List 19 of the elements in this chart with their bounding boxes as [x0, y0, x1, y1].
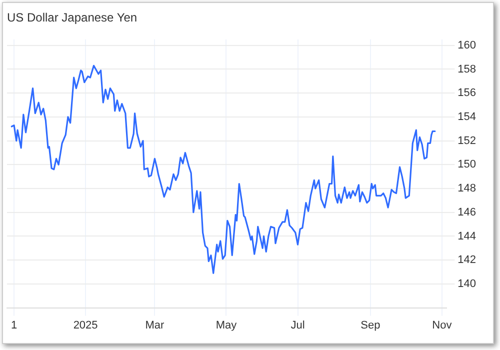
y-tick-label: 142 [458, 254, 476, 266]
y-tick-label: 154 [458, 110, 476, 123]
y-tick-label: 140 [458, 278, 476, 290]
x-tick-label: 1 [10, 319, 18, 332]
x-tick-label: Mar [145, 319, 165, 332]
y-tick-label: 150 [458, 158, 476, 171]
y-tick-label: 146 [458, 206, 476, 218]
x-tick-label: Sep [360, 319, 380, 332]
x-tick-label: 2025 [73, 319, 98, 332]
x-tick-label: Nov [432, 319, 452, 332]
y-tick-label: 156 [458, 87, 476, 100]
x-tick-label: May [216, 319, 238, 332]
y-tick-label: 152 [458, 134, 476, 147]
x-tick-label: Jul [290, 319, 305, 332]
y-tick-label: 144 [458, 230, 476, 242]
y-tick-label: 158 [458, 63, 476, 76]
y-tick-label: 160 [458, 39, 476, 52]
y-tick-label: 148 [458, 182, 476, 195]
chart-title: US Dollar Japanese Yen [7, 10, 138, 25]
